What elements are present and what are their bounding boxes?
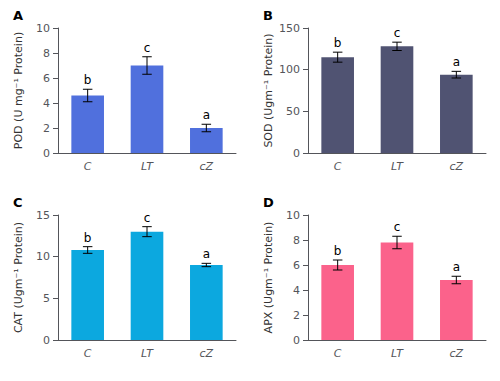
- svg-text:C: C: [84, 160, 92, 173]
- svg-text:a: a: [203, 247, 210, 261]
- svg-text:0: 0: [43, 147, 50, 160]
- svg-text:10: 10: [36, 250, 50, 263]
- svg-text:cZ: cZ: [450, 347, 464, 360]
- svg-text:LT: LT: [141, 160, 154, 173]
- svg-text:50: 50: [286, 105, 300, 118]
- svg-text:b: b: [334, 244, 342, 258]
- svg-text:10: 10: [36, 22, 50, 35]
- svg-text:15: 15: [36, 209, 50, 222]
- svg-text:POD (U mg⁻¹ Protein): POD (U mg⁻¹ Protein): [12, 32, 25, 149]
- svg-text:APX (Ugm⁻¹ Protein): APX (Ugm⁻¹ Protein): [262, 222, 275, 334]
- svg-text:C: C: [84, 347, 92, 360]
- svg-text:100: 100: [279, 63, 300, 76]
- svg-text:cZ: cZ: [450, 160, 464, 173]
- svg-text:LT: LT: [391, 160, 404, 173]
- svg-text:C: C: [13, 195, 23, 210]
- svg-text:D: D: [263, 195, 274, 210]
- svg-text:8: 8: [293, 234, 300, 247]
- svg-text:c: c: [394, 26, 401, 40]
- svg-text:2: 2: [293, 309, 300, 322]
- svg-text:a: a: [203, 108, 210, 122]
- svg-text:0: 0: [293, 147, 300, 160]
- svg-text:0: 0: [293, 334, 300, 347]
- svg-text:C: C: [334, 347, 342, 360]
- svg-text:SOD (Ugm⁻¹ Protein): SOD (Ugm⁻¹ Protein): [262, 33, 275, 147]
- svg-text:a: a: [453, 260, 460, 274]
- svg-text:5: 5: [43, 292, 50, 305]
- svg-text:LT: LT: [141, 347, 154, 360]
- svg-text:10: 10: [286, 209, 300, 222]
- svg-text:LT: LT: [391, 347, 404, 360]
- svg-text:b: b: [84, 231, 92, 245]
- svg-text:B: B: [263, 8, 273, 23]
- svg-text:cZ: cZ: [200, 160, 214, 173]
- svg-text:b: b: [334, 36, 342, 50]
- svg-text:a: a: [453, 55, 460, 69]
- svg-text:C: C: [334, 160, 342, 173]
- svg-text:6: 6: [293, 259, 300, 272]
- svg-text:150: 150: [279, 22, 300, 35]
- svg-text:c: c: [144, 41, 151, 55]
- svg-text:4: 4: [43, 97, 50, 110]
- svg-text:CAT (Ugm⁻¹ Protein): CAT (Ugm⁻¹ Protein): [12, 222, 25, 333]
- svg-text:6: 6: [43, 72, 50, 85]
- svg-text:A: A: [13, 8, 23, 23]
- svg-text:4: 4: [293, 284, 300, 297]
- svg-text:c: c: [144, 211, 151, 225]
- svg-text:b: b: [84, 73, 92, 87]
- svg-text:8: 8: [43, 47, 50, 60]
- svg-text:0: 0: [43, 334, 50, 347]
- svg-text:cZ: cZ: [200, 347, 214, 360]
- svg-text:c: c: [394, 220, 401, 234]
- svg-text:2: 2: [43, 122, 50, 135]
